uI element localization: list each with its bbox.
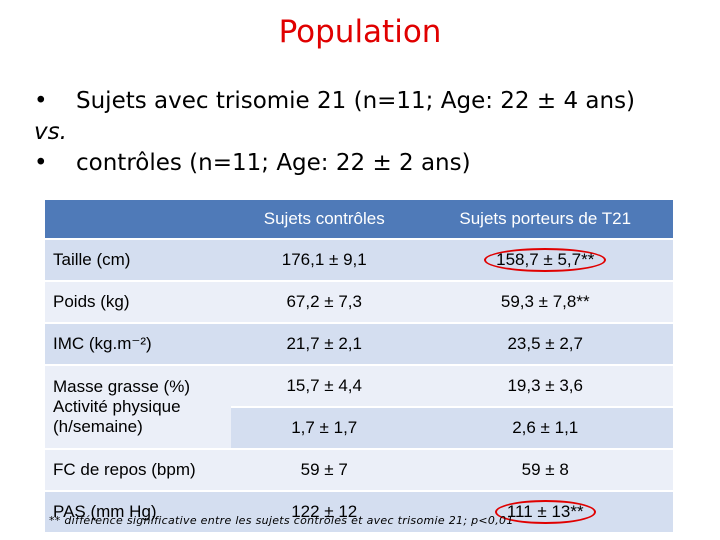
row-label: PAS (mm Hg)	[45, 490, 231, 532]
value-t21: 59 ± 8	[417, 448, 673, 491]
row-label: IMC (kg.m⁻²)	[45, 322, 231, 365]
row-label: Poids (kg)	[45, 280, 231, 323]
value-controls: 122 ± 12	[231, 490, 418, 532]
table-row: FC de repos (bpm) 59 ± 7 59 ± 8	[45, 448, 673, 491]
table-row: IMC (kg.m⁻²) 21,7 ± 2,1 23,5 ± 2,7	[45, 322, 673, 365]
table-header-row: Sujets contrôles Sujets porteurs de T21	[45, 200, 673, 239]
vs-label: vs.	[34, 119, 67, 145]
header-t21: Sujets porteurs de T21	[417, 200, 673, 239]
table-row: Poids (kg) 67,2 ± 7,3 59,3 ± 7,8**	[45, 280, 673, 323]
significance-highlight: 158,7 ± 5,7**	[484, 248, 607, 272]
bullet-item-t21: • Sujets avec trisomie 21 (n=11; Age: 22 …	[34, 86, 635, 117]
value-controls: 176,1 ± 9,1	[231, 238, 418, 281]
population-table: Sujets contrôles Sujets porteurs de T21 …	[45, 200, 673, 532]
value-controls: 1,7 ± 1,7	[231, 406, 418, 449]
significance-highlight: 111 ± 13**	[494, 500, 596, 524]
value-controls: 59 ± 7	[231, 448, 418, 491]
table-row: Masse grasse (%) Activité physique (h/se…	[45, 364, 673, 449]
bullet-text-controls: contrôles (n=11; Age: 22 ± 2 ans)	[76, 150, 471, 176]
row-label: FC de repos (bpm)	[45, 448, 231, 491]
header-corner	[45, 200, 231, 239]
bullet-item-controls: • contrôles (n=11; Age: 22 ± 2 ans)	[34, 148, 635, 179]
value-controls: 15,7 ± 4,4	[231, 364, 418, 407]
row-label: Masse grasse (%) Activité physique (h/se…	[45, 364, 231, 449]
table-row: PAS (mm Hg) 122 ± 12 111 ± 13**	[45, 490, 673, 532]
footnote: ** différence significative entre les su…	[49, 514, 514, 527]
value-t21: 59,3 ± 7,8**	[417, 280, 673, 323]
value-controls: 67,2 ± 7,3	[231, 280, 418, 323]
value-t21-cell: 158,7 ± 5,7**	[417, 238, 673, 281]
row-label: Taille (cm)	[45, 238, 231, 281]
bullet-symbol: •	[34, 88, 48, 114]
bullet-list: • Sujets avec trisomie 21 (n=11; Age: 22 …	[34, 86, 635, 179]
value-t21-cell: 111 ± 13**	[417, 490, 673, 532]
value-controls: 21,7 ± 2,1	[231, 322, 418, 365]
table-row: Taille (cm) 176,1 ± 9,1 158,7 ± 5,7**	[45, 238, 673, 281]
bullet-text-t21: Sujets avec trisomie 21 (n=11; Age: 22 ±…	[76, 88, 636, 114]
value-t21: 2,6 ± 1,1	[417, 406, 673, 449]
value-t21: 19,3 ± 3,6	[417, 364, 673, 407]
header-controls: Sujets contrôles	[231, 200, 418, 239]
bullet-symbol: •	[34, 150, 48, 176]
value-t21: 23,5 ± 2,7	[417, 322, 673, 365]
table-row: 1,7 ± 1,7 2,6 ± 1,1	[45, 406, 673, 449]
slide-title: Population	[278, 14, 442, 50]
